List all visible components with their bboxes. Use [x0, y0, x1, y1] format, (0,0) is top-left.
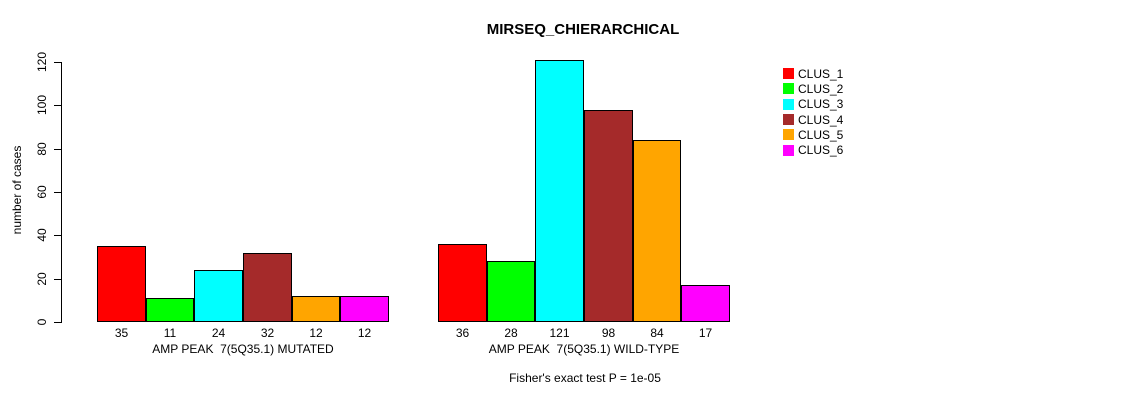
y-axis-tick-label: 120 [35, 51, 49, 73]
y-axis-tick-label: 40 [35, 228, 49, 242]
bar-clus_5 [633, 140, 681, 322]
y-axis-tick-label: 60 [35, 185, 49, 199]
fisher-test-annotation: Fisher's exact test P = 1e-05 [509, 371, 661, 385]
y-axis-label: number of cases [10, 145, 24, 235]
legend: CLUS_1 CLUS_2 CLUS_3 CLUS_4 CLUS_5 CLUS_6 [783, 66, 843, 158]
y-axis-tick [54, 149, 61, 150]
legend-label: CLUS_5 [798, 127, 844, 142]
bar-value-label: 12 [309, 326, 323, 340]
legend-swatch [783, 98, 794, 110]
bar-clus_4 [243, 253, 292, 322]
bar-clus_1 [438, 244, 487, 322]
bar-clus_3 [194, 270, 243, 322]
legend-item-clus_4: CLUS_4 [783, 112, 843, 127]
legend-item-clus_6: CLUS_6 [783, 143, 843, 158]
bar-clus_4 [584, 110, 633, 322]
y-axis-line [61, 62, 62, 323]
legend-swatch [783, 114, 794, 126]
bar-value-label: 11 [163, 326, 177, 340]
bar-value-label: 121 [549, 326, 570, 340]
legend-item-clus_2: CLUS_2 [783, 81, 843, 96]
legend-item-clus_1: CLUS_1 [783, 66, 843, 81]
legend-swatch [783, 83, 794, 95]
chart-title: MIRSEQ_CHIERARCHICAL [486, 21, 680, 38]
bar-value-label: 12 [357, 326, 372, 340]
y-axis-tick-label: 0 [35, 318, 49, 326]
bar-clus_1 [97, 246, 146, 322]
bar-value-label: 98 [601, 326, 616, 340]
legend-swatch [783, 144, 794, 156]
y-axis-tick [54, 322, 61, 323]
y-axis-tick [54, 62, 61, 63]
bar-clus_6 [681, 285, 730, 322]
legend-swatch [783, 129, 794, 141]
y-axis-tick-label: 80 [35, 142, 49, 156]
y-axis-tick-label: 20 [35, 272, 49, 286]
bar-value-label: 28 [504, 326, 518, 340]
legend-label: CLUS_2 [798, 81, 844, 96]
bar-clus_3 [535, 60, 584, 322]
bar-clus_6 [340, 296, 389, 322]
legend-item-clus_5: CLUS_5 [783, 127, 843, 142]
bar-value-label: 36 [455, 326, 470, 340]
bar-value-label: 17 [698, 326, 713, 340]
legend-label: CLUS_4 [798, 112, 844, 127]
legend-item-clus_3: CLUS_3 [783, 97, 843, 112]
bar-clus_5 [292, 296, 340, 322]
y-axis-tick [54, 192, 61, 193]
y-axis-tick [54, 279, 61, 280]
y-axis-tick [54, 235, 61, 236]
bar-value-label: 84 [650, 326, 664, 340]
bar-value-label: 32 [260, 326, 275, 340]
bar-value-label: 35 [114, 326, 129, 340]
legend-label: CLUS_1 [798, 66, 844, 81]
legend-label: CLUS_3 [798, 97, 844, 112]
bar-clus_2 [146, 298, 194, 322]
group-axis-label: AMP PEAK 7(5Q35.1) MUTATED [152, 342, 334, 356]
y-axis-tick [54, 105, 61, 106]
bar-value-label: 24 [211, 326, 226, 340]
legend-label: CLUS_6 [798, 143, 844, 158]
y-axis-tick-label: 100 [35, 94, 49, 116]
group-axis-label: AMP PEAK 7(5Q35.1) WILD-TYPE [488, 342, 680, 356]
bar-clus_2 [487, 261, 535, 322]
legend-swatch [783, 68, 794, 80]
